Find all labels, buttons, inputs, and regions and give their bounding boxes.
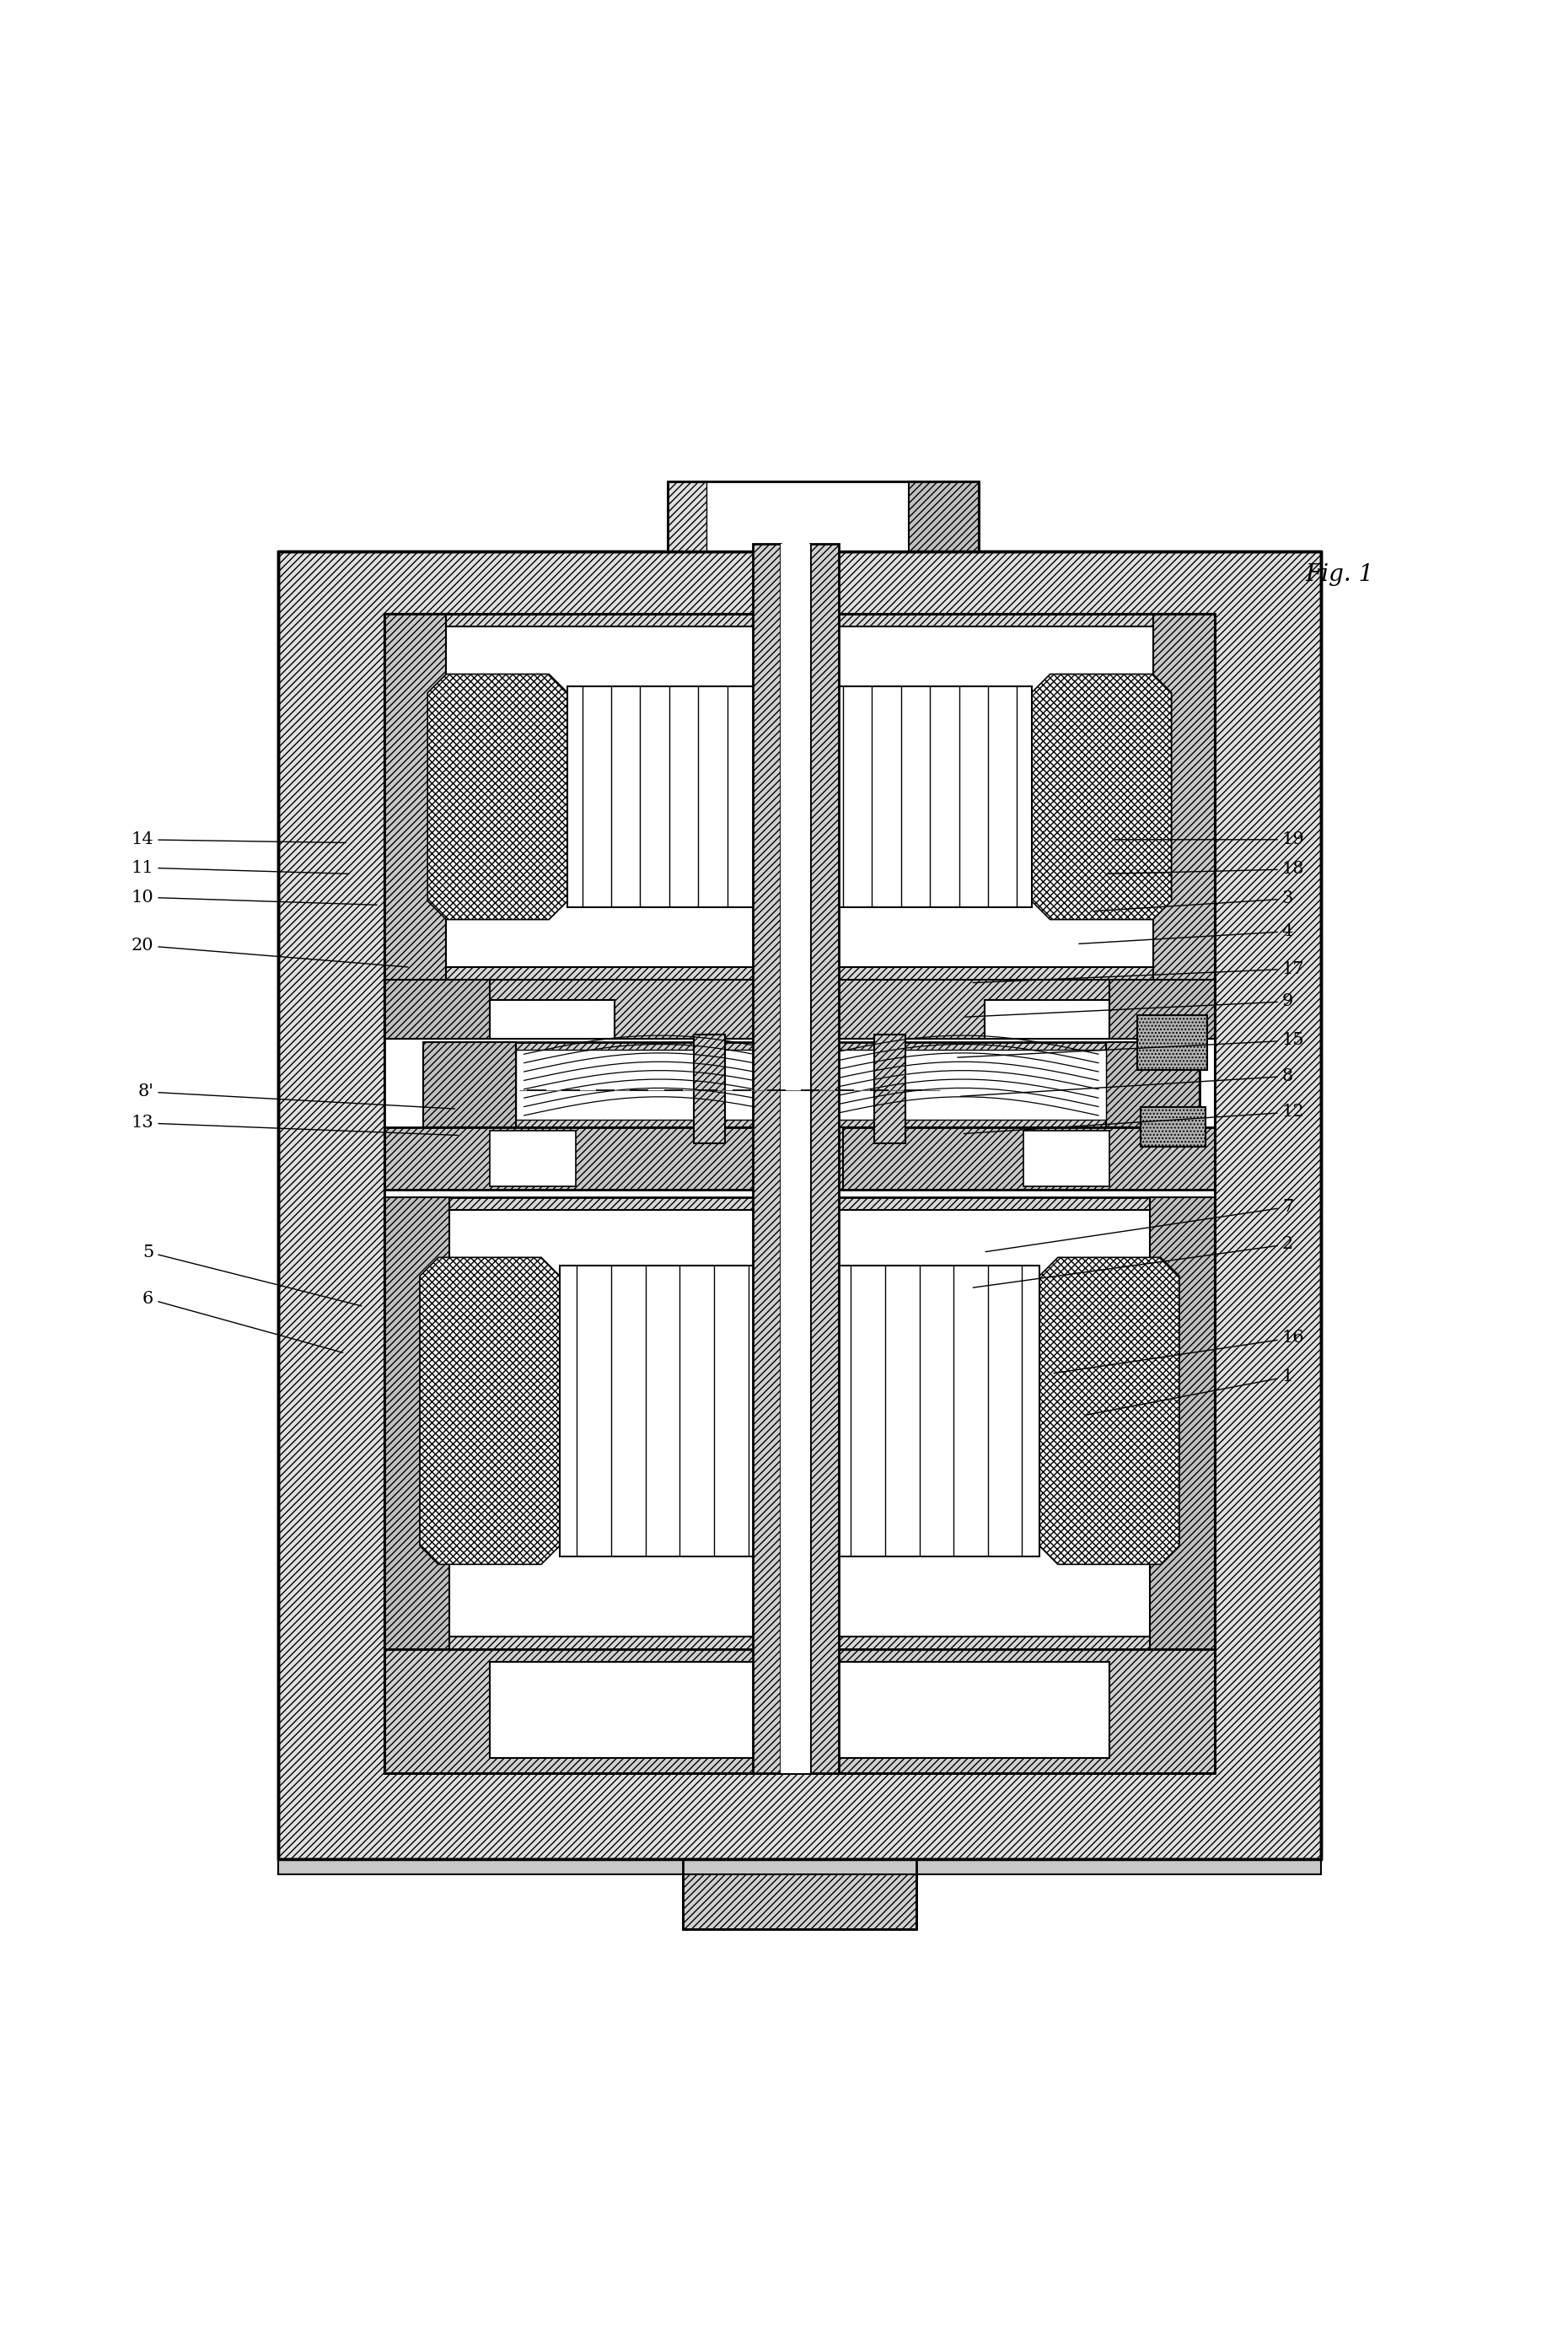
Bar	[668, 481, 978, 551]
Bar	[985, 1001, 1109, 1038]
Polygon shape	[384, 980, 489, 1038]
Text: 7: 7	[986, 1199, 1294, 1253]
Text: 12: 12	[964, 1104, 1305, 1134]
Bar	[1149, 1197, 1215, 1649]
Bar	[423, 1043, 516, 1127]
Text: 4: 4	[1079, 924, 1294, 945]
Bar	[384, 1649, 1215, 1773]
Bar	[384, 980, 1215, 1038]
Bar	[384, 1197, 1215, 1649]
Text: 3: 3	[1094, 891, 1294, 912]
Text: 14: 14	[132, 831, 347, 847]
Bar	[1152, 614, 1215, 980]
Bar	[384, 614, 447, 980]
Text: 6: 6	[143, 1290, 343, 1353]
Text: 16: 16	[1054, 1330, 1305, 1374]
Bar	[875, 1034, 905, 1143]
Bar	[706, 481, 939, 551]
Text: 1: 1	[1085, 1369, 1294, 1416]
Bar	[682, 1859, 916, 1929]
Bar	[781, 544, 811, 1773]
Bar	[384, 1197, 450, 1649]
Text: 13: 13	[132, 1115, 458, 1136]
Bar	[908, 481, 978, 551]
Text: 19: 19	[1113, 831, 1305, 847]
Bar	[1137, 1015, 1207, 1071]
Text: Fig. 1: Fig. 1	[1305, 565, 1374, 586]
Text: 8': 8'	[138, 1085, 455, 1108]
Bar	[423, 1043, 1200, 1127]
Bar	[278, 1859, 1320, 1876]
Polygon shape	[1040, 1257, 1179, 1565]
Text: 20: 20	[132, 938, 408, 968]
Bar	[489, 1001, 615, 1038]
Bar	[416, 625, 1184, 968]
Text: 9: 9	[966, 994, 1294, 1017]
Polygon shape	[420, 1257, 560, 1565]
Text: 17: 17	[974, 961, 1305, 982]
Text: 10: 10	[132, 889, 376, 905]
Bar	[278, 551, 1320, 1859]
Bar	[1024, 1132, 1109, 1187]
Polygon shape	[1109, 980, 1215, 1038]
Bar	[756, 1127, 844, 1190]
Bar	[568, 686, 1032, 908]
Bar	[384, 614, 1215, 980]
Text: 2: 2	[974, 1236, 1294, 1288]
Bar	[412, 1211, 1187, 1635]
Text: 11: 11	[132, 859, 350, 875]
Bar	[489, 1132, 575, 1187]
Bar	[516, 1050, 1105, 1120]
Bar	[693, 1034, 724, 1143]
Bar	[489, 1661, 1109, 1759]
Bar	[753, 544, 781, 1773]
Text: 5: 5	[143, 1243, 362, 1306]
Bar	[1105, 1043, 1200, 1127]
Text: 18: 18	[1107, 861, 1305, 877]
Bar	[811, 544, 839, 1773]
Bar	[384, 614, 1215, 1773]
Polygon shape	[1032, 674, 1171, 919]
Bar	[560, 1264, 1040, 1556]
Text: 8: 8	[961, 1069, 1294, 1097]
Text: 15: 15	[958, 1034, 1305, 1057]
Bar	[1140, 1108, 1206, 1146]
Polygon shape	[428, 674, 568, 919]
Bar	[384, 1127, 1215, 1190]
